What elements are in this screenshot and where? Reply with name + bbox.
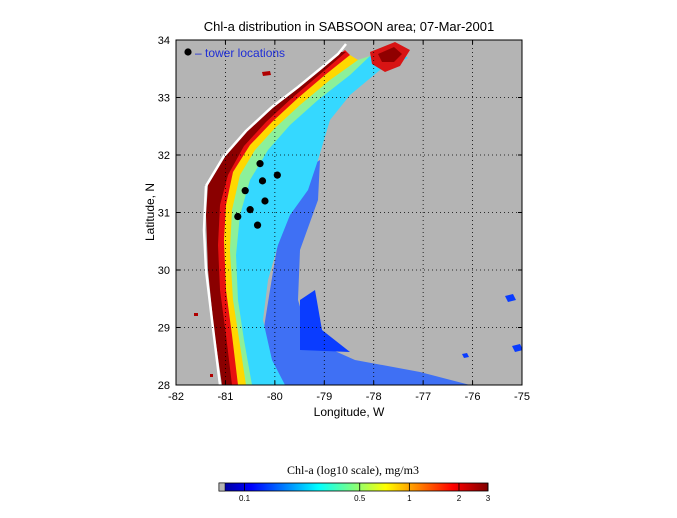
tower-marker: [258, 177, 267, 185]
tower-marker: [261, 197, 269, 205]
tower-marker: [246, 206, 254, 214]
x-tick-label: -79: [316, 391, 332, 403]
x-tick-label: -80: [267, 391, 283, 403]
colorbar-title: Chl-a (log10 scale), mg/m3: [287, 463, 419, 477]
colorbar-nodata-swatch: [218, 482, 226, 492]
colorbar-tick-label: 0.1: [239, 494, 251, 503]
y-tick-label: 32: [158, 150, 170, 162]
colorbar-ticks: 0.1 0.5 1 2 3: [239, 483, 491, 503]
y-tick-label: 28: [158, 380, 170, 392]
colorbar-scale: [218, 482, 489, 492]
tower-marker: [241, 187, 249, 195]
tower-marker: [253, 221, 262, 229]
x-tick-label: -78: [366, 391, 382, 403]
x-axis-ticks: -82 -81 -80 -79 -78 -77 -76 -75: [168, 40, 530, 403]
northeast-darkred-core: [378, 47, 402, 62]
x-tick-label: -77: [415, 391, 431, 403]
tower-marker: [273, 171, 281, 179]
colorbar-tick-label: 0.5: [354, 494, 366, 503]
shoreline-darkred-band: [206, 52, 346, 385]
chart-title: Chl-a distribution in SABSOON area; 07-M…: [204, 19, 494, 34]
y-axis-ticks: 28 29 30 31 32 33 34: [158, 35, 522, 392]
map-gridlines: [176, 40, 522, 385]
y-tick-label: 33: [158, 93, 170, 105]
colorbar-tick-label: 2: [457, 494, 462, 503]
map-plot-area: – tower locations: [175, 39, 523, 386]
y-tick-label: 29: [158, 323, 170, 335]
y-tick-label: 30: [158, 265, 170, 277]
x-axis-label: Longitude, W: [314, 405, 385, 419]
y-tick-label: 31: [158, 208, 170, 220]
y-axis-label: Latitude, N: [143, 183, 157, 241]
colorbar-tick-label: 1: [407, 494, 412, 503]
legend-label: – tower locations: [195, 46, 285, 60]
tower-markers: [234, 160, 281, 229]
x-tick-label: -75: [514, 391, 530, 403]
coastline-fringe: [202, 43, 347, 385]
colorbar-tick-label: 3: [486, 494, 491, 503]
y-tick-label: 34: [158, 35, 170, 47]
tower-marker: [256, 160, 264, 168]
tower-marker: [234, 212, 242, 221]
offshore-blue-speckle: [260, 160, 470, 385]
x-tick-label: -76: [465, 391, 481, 403]
x-tick-label: -82: [168, 391, 184, 403]
colorbar: Chl-a (log10 scale), mg/m3 0.1 0.5 1 2 3: [218, 463, 491, 503]
legend-tower-marker: [184, 48, 192, 56]
legend: – tower locations: [184, 46, 285, 60]
chlorophyll-field: [194, 42, 522, 385]
x-tick-label: -81: [217, 391, 233, 403]
